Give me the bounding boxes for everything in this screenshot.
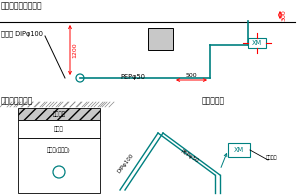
Text: 敷圧码石: 敷圧码石 [53,111,66,117]
Text: 改良土: 改良土 [54,126,64,132]
Text: PEPφ50: PEPφ50 [180,148,200,164]
Text: DIPφ100: DIPφ100 [117,152,135,174]
Text: 500: 500 [186,73,197,78]
Bar [18,138,100,193]
Text: 300: 300 [282,9,287,21]
Text: 【引込配管断面図】: 【引込配管断面図】 [1,1,43,10]
Text: 【立面図】: 【立面図】 [202,96,225,105]
Bar [148,28,173,50]
Text: XM: XM [252,40,262,46]
Text: 改良土(管廷り): 改良土(管廷り) [47,147,71,153]
Text: メーター: メーター [266,155,278,160]
Bar [228,143,250,157]
Text: 【路面復旧図】: 【路面復旧図】 [1,96,34,105]
Text: XM: XM [234,147,244,153]
Bar [18,108,100,120]
Text: PEPφ50: PEPφ50 [120,74,145,80]
Bar [248,38,266,48]
Text: 排水管 DIPφ100: 排水管 DIPφ100 [1,30,43,37]
Text: 1200: 1200 [72,42,77,58]
Bar [18,120,100,138]
